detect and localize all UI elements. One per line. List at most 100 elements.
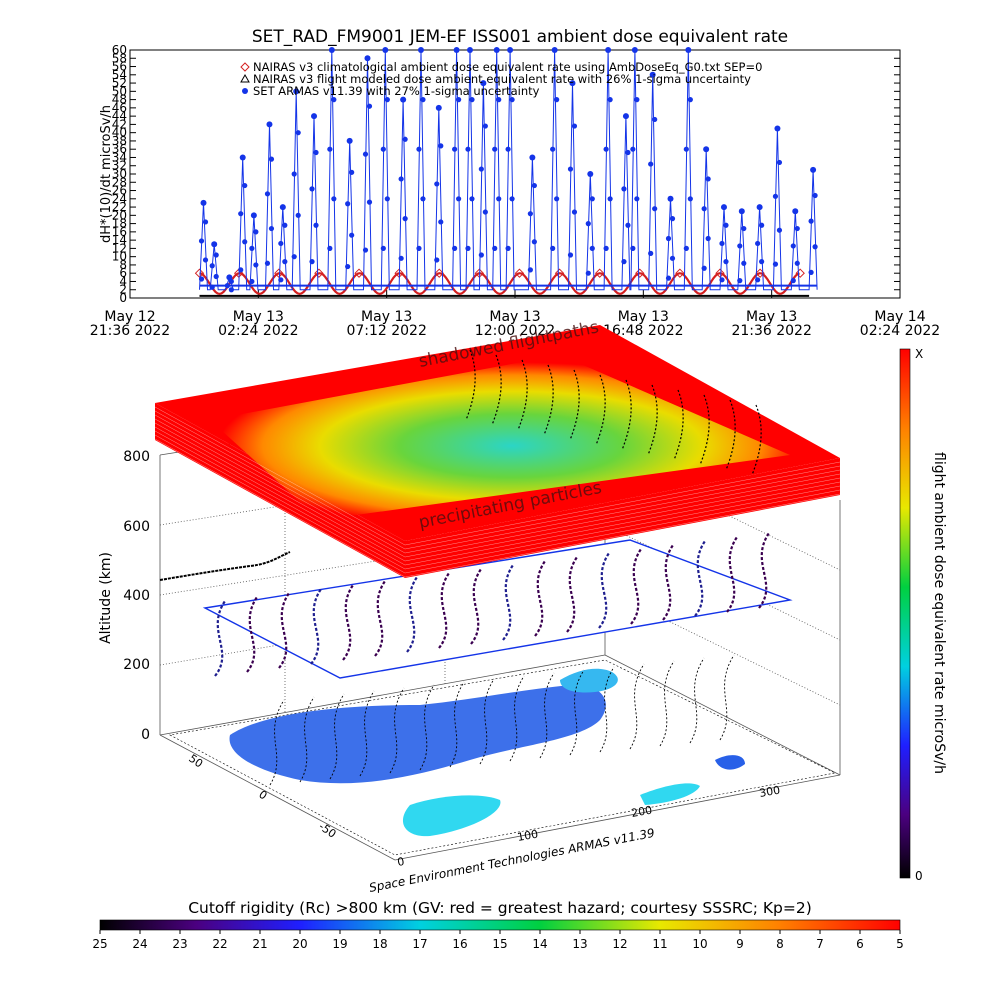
armas-point	[634, 97, 640, 103]
y-tick-label: 28	[112, 175, 127, 189]
slab-track	[751, 404, 762, 476]
armas-point	[603, 146, 609, 152]
armas-point	[202, 257, 209, 263]
armas-point	[309, 259, 315, 265]
armas-point	[456, 196, 462, 202]
longitude-axis: 0 100 200 300	[396, 784, 781, 869]
flightpath-track	[726, 536, 738, 613]
ground-track	[539, 672, 555, 759]
armas-point	[482, 209, 488, 215]
armas-point	[492, 245, 498, 251]
rigidity-tick-label: 16	[452, 937, 467, 951]
armas-point	[213, 273, 219, 280]
slab-stripe	[154, 418, 406, 558]
armas-point	[550, 146, 556, 152]
armas-point	[587, 171, 594, 177]
flightpath-track	[566, 556, 578, 633]
timeseries-plot: 0246810121416182022242628303234363840424…	[90, 43, 940, 339]
x-tick-date: May 13	[489, 309, 540, 325]
armas-point	[701, 265, 707, 271]
x-tick-time: 21:36 2022	[731, 323, 811, 339]
ground-track	[449, 681, 465, 768]
slab-stripe	[154, 422, 406, 562]
armas-point	[772, 261, 779, 267]
y-axis-label: dH*(10)/dt microSv/h	[99, 105, 114, 243]
armas-point	[452, 245, 458, 251]
slab-track	[647, 384, 658, 456]
armas-point	[238, 267, 244, 273]
flightpath-track	[214, 600, 226, 677]
armas-point	[669, 255, 676, 261]
ground-track	[359, 690, 375, 777]
armas-point	[649, 71, 656, 78]
armas-point	[531, 239, 537, 245]
y-tick-label: 14	[112, 233, 127, 247]
slab-track	[543, 364, 554, 436]
y-tick-label: 54	[112, 68, 127, 82]
dose-colorbar-top: X	[915, 347, 923, 361]
flightpath-track	[374, 580, 386, 657]
armas-point	[380, 146, 386, 152]
armas-point	[652, 116, 658, 123]
armas-point	[625, 149, 631, 156]
armas-point	[465, 146, 471, 152]
armas-point	[625, 222, 631, 228]
armas-point	[589, 245, 595, 251]
armas-point	[416, 245, 422, 251]
flightpath-track	[534, 560, 546, 637]
armas-point	[226, 274, 233, 281]
armas-point	[328, 47, 335, 53]
y-tick-label: 32	[112, 159, 127, 173]
armas-point	[741, 260, 747, 266]
flightpath-track	[694, 540, 706, 617]
armas-point	[648, 161, 654, 167]
armas-point	[505, 245, 511, 251]
armas-point	[812, 192, 818, 199]
armas-point	[571, 123, 578, 129]
ground-track	[479, 678, 495, 765]
armas-point	[667, 195, 674, 202]
ground-track	[389, 687, 405, 774]
armas-point	[589, 196, 595, 202]
rigidity-tick-label: 10	[692, 937, 707, 951]
slab-stripe	[154, 406, 406, 546]
armas-point	[492, 146, 498, 152]
slab-track	[517, 359, 528, 431]
slab-track	[673, 389, 684, 461]
altitude-tick: 600	[123, 519, 150, 535]
ground-track	[599, 666, 615, 753]
ground-track	[419, 684, 435, 771]
legend-dot-icon	[242, 88, 248, 94]
legend-diamond-icon	[240, 62, 250, 72]
armas-point	[621, 186, 627, 192]
flightpath-band	[202, 539, 793, 679]
y-tick-label: 50	[112, 84, 127, 98]
lon-tick: 0	[396, 855, 405, 869]
armas-point	[331, 196, 337, 202]
armas-point	[482, 123, 488, 129]
ground-track	[659, 660, 675, 747]
flightpath-track	[246, 596, 258, 673]
continent-shape	[715, 755, 745, 770]
armas-point	[772, 193, 779, 199]
y-tick-label: 48	[112, 93, 127, 107]
flightpath-track	[278, 592, 290, 669]
armas-point	[239, 154, 246, 161]
y-tick-label: 36	[112, 142, 127, 156]
armas-point	[776, 227, 783, 233]
climatology-point	[554, 268, 565, 278]
armas-point	[790, 243, 796, 249]
slab-stripe	[404, 473, 841, 558]
armas-point	[282, 259, 288, 265]
chart-title: SET_RAD_FM9001 JEM-EF ISS001 ambient dos…	[252, 27, 788, 47]
armas-point	[737, 278, 743, 284]
lat-tick: 0	[256, 788, 269, 803]
slab-stripe	[154, 426, 406, 566]
rigidity-tick-label: 22	[212, 937, 227, 951]
y-tick-label: 34	[112, 150, 127, 164]
armas-point	[810, 166, 817, 173]
slab-flight-tracks	[465, 349, 762, 476]
armas-point	[295, 130, 301, 136]
armas-point	[242, 182, 248, 189]
armas-point	[398, 255, 404, 261]
